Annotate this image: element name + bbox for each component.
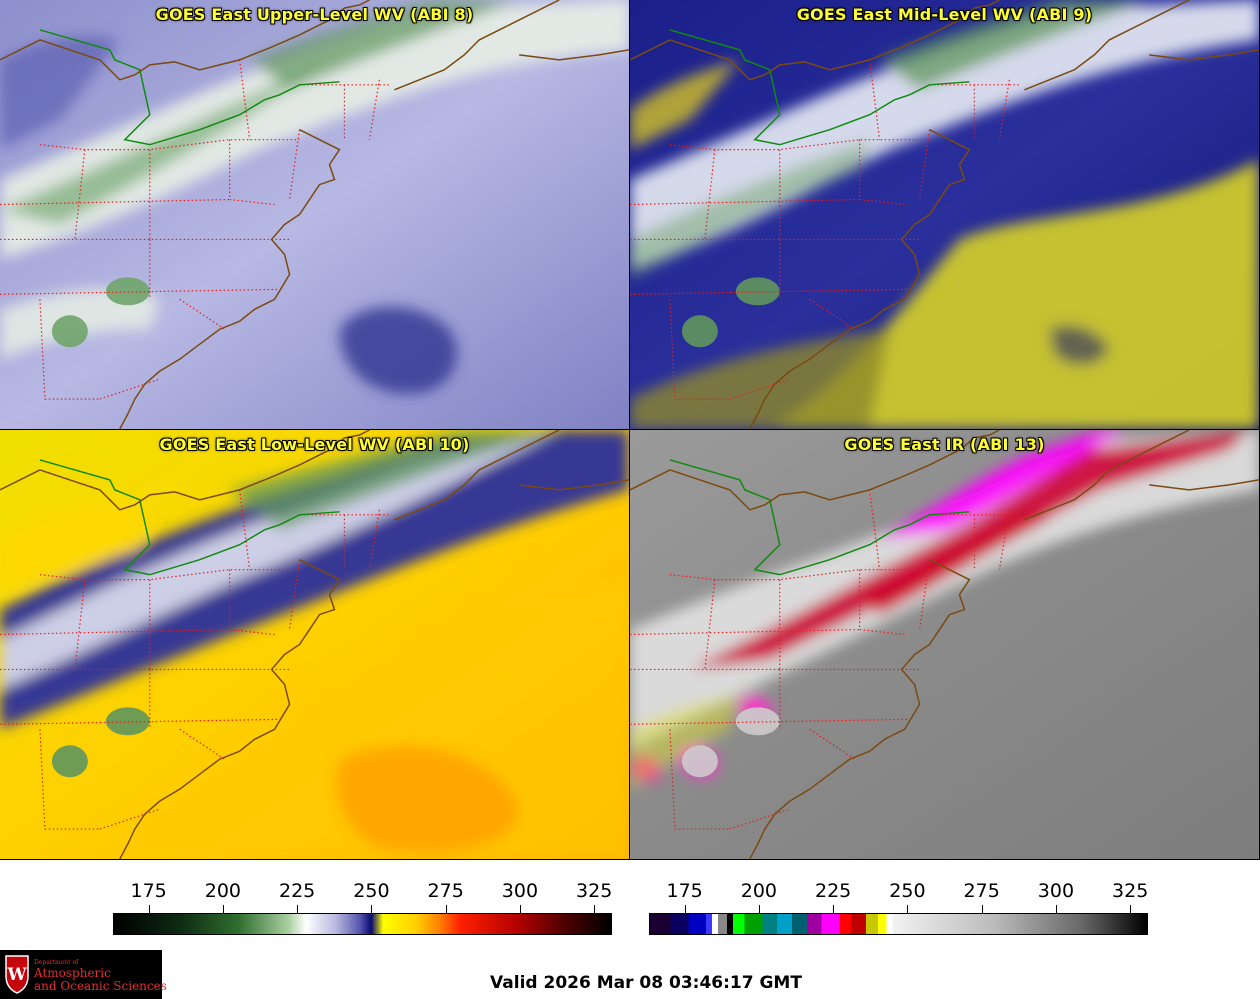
ir-colorbar-ticks: 175 200 225 250 275 300 325 (649, 880, 1149, 902)
wv-tick-label: 275 (427, 880, 464, 902)
moisture-band (339, 306, 458, 395)
ir-colorbar-gradient (649, 913, 1148, 935)
moisture-band (249, 0, 520, 90)
ir-tick-mark (684, 905, 686, 913)
moisture-band (0, 35, 120, 150)
moisture-band (630, 59, 740, 150)
coastline (0, 0, 629, 429)
aos-logo: W Department of Atmospheric and Oceanic … (0, 950, 167, 999)
logo-department-line: Department of (34, 959, 79, 966)
cloud-moisture-field (0, 430, 629, 859)
wv-tick-label: 175 (130, 880, 167, 902)
cloud-cluster (105, 277, 150, 306)
cloud-cluster (735, 277, 780, 306)
wv-tick-mark (222, 905, 224, 913)
wv-tick-mark (519, 905, 521, 913)
moisture-band (335, 745, 520, 853)
wv-tick-label: 200 (204, 880, 242, 902)
international-border (39, 29, 340, 146)
coastline (630, 0, 1259, 429)
moisture-band (859, 509, 1050, 615)
moisture-band (0, 430, 629, 730)
cloud-cluster (735, 707, 780, 736)
international-border (669, 459, 970, 576)
moisture-band (879, 0, 1150, 90)
panel-title-low-level-wv: GOES East Low-Level WV (ABI 10) (159, 435, 470, 454)
cloud-cluster (681, 315, 718, 348)
uw-crest-icon: W (5, 955, 29, 994)
moisture-band (0, 39, 360, 225)
wv-tick-mark (445, 905, 447, 913)
satellite-panels-grid: GOES East Upper-Level WV (ABI 8) GOES Ea… (0, 0, 1260, 860)
ir-tick-label: 200 (740, 880, 778, 902)
international-border (669, 29, 970, 146)
low-level-wv-imagery (0, 430, 629, 859)
ir-tick-mark (907, 905, 909, 913)
coastline (630, 430, 1259, 859)
ir-colorbar: 175 200 225 250 275 300 325 (649, 862, 1148, 942)
cloud-cluster (105, 707, 150, 736)
panel-title-upper-level-wv: GOES East Upper-Level WV (ABI 8) (155, 5, 474, 24)
panel-low-level-wv: GOES East Low-Level WV (ABI 10) (0, 430, 630, 860)
moisture-band (229, 430, 560, 530)
cloud-moisture-field (630, 0, 1259, 429)
ir-tick-label: 225 (815, 880, 852, 902)
wv-tick-mark (148, 905, 150, 913)
moisture-band (0, 0, 629, 260)
state-borders (0, 489, 390, 830)
wv-colorbar-ticks: 175 200 225 250 275 300 325 (113, 880, 613, 902)
cloud-cluster (681, 745, 718, 778)
moisture-band (630, 694, 740, 790)
ir-tick-label: 325 (1112, 880, 1149, 902)
cloud-cluster (51, 745, 88, 778)
ir-tick-label: 175 (666, 880, 703, 902)
wv-tick-label: 250 (353, 880, 390, 902)
international-border (39, 459, 340, 576)
wv-tick-label: 225 (279, 880, 316, 902)
panel-mid-level-wv: GOES East Mid-Level WV (ABI 9) (630, 0, 1260, 430)
coastline (0, 430, 629, 859)
wv-tick-mark (594, 905, 596, 913)
wv-tick-label: 300 (501, 880, 539, 902)
ir-tick-label: 275 (963, 880, 1000, 902)
ir-imagery (630, 430, 1259, 859)
ir-tick-label: 300 (1037, 880, 1075, 902)
ir-tick-mark (981, 905, 983, 913)
ir-tick-label: 250 (889, 880, 926, 902)
panel-title-ir: GOES East IR (ABI 13) (844, 435, 1045, 454)
state-borders (630, 489, 1020, 830)
upper-level-wv-imagery (0, 0, 629, 429)
panel-title-mid-level-wv: GOES East Mid-Level WV (ABI 9) (796, 5, 1093, 24)
svg-text:W: W (6, 965, 27, 985)
logo-oceanic-line: and Oceanic Sciences (34, 979, 167, 993)
ir-tick-mark (1130, 905, 1132, 913)
wv-tick-label: 325 (576, 880, 613, 902)
wv-tick-mark (371, 905, 373, 913)
moisture-band (630, 329, 890, 429)
ir-tick-mark (833, 905, 835, 913)
moisture-band (0, 501, 150, 590)
valid-time-label: Valid 2026 Mar 08 03:46:17 GMT (490, 973, 802, 993)
moisture-band (769, 159, 1259, 429)
wv-tick-mark (297, 905, 299, 913)
ir-tick-mark (758, 905, 760, 913)
mid-level-wv-imagery (630, 0, 1259, 429)
panel-ir: GOES East IR (ABI 13) (630, 430, 1260, 860)
cloud-cluster (51, 315, 88, 348)
moisture-band (879, 430, 1130, 540)
state-borders (630, 59, 1020, 400)
moisture-band (630, 139, 870, 280)
ir-tick-mark (1055, 905, 1057, 913)
wv-colorbar-gradient (113, 913, 612, 935)
moisture-band (1049, 325, 1110, 365)
state-borders (0, 59, 390, 400)
panel-upper-level-wv: GOES East Upper-Level WV (ABI 8) (0, 0, 630, 430)
wv-colorbar: 175 200 225 250 275 300 325 (113, 862, 612, 942)
logo-atmospheric-line: Atmospheric (34, 966, 111, 980)
moisture-band (630, 0, 1259, 270)
moisture-band (0, 430, 560, 690)
